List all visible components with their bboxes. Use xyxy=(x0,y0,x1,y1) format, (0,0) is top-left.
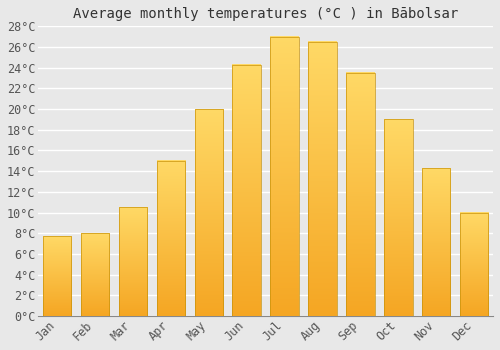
Bar xyxy=(270,37,299,316)
Bar xyxy=(460,212,488,316)
Bar xyxy=(43,236,72,316)
Bar xyxy=(232,64,261,316)
Title: Average monthly temperatures (°C ) in Bābolsar: Average monthly temperatures (°C ) in Bā… xyxy=(73,7,458,21)
Bar xyxy=(119,207,147,316)
Bar xyxy=(194,109,223,316)
Bar xyxy=(156,161,185,316)
Bar xyxy=(119,207,147,316)
Bar xyxy=(384,119,412,316)
Bar xyxy=(156,161,185,316)
Bar xyxy=(43,236,72,316)
Bar xyxy=(194,109,223,316)
Bar xyxy=(308,42,336,316)
Bar xyxy=(422,168,450,316)
Bar xyxy=(422,168,450,316)
Bar xyxy=(232,64,261,316)
Bar xyxy=(346,73,374,316)
Bar xyxy=(460,212,488,316)
Bar xyxy=(346,73,374,316)
Bar xyxy=(308,42,336,316)
Bar xyxy=(384,119,412,316)
Bar xyxy=(270,37,299,316)
Bar xyxy=(81,233,110,316)
Bar xyxy=(81,233,110,316)
